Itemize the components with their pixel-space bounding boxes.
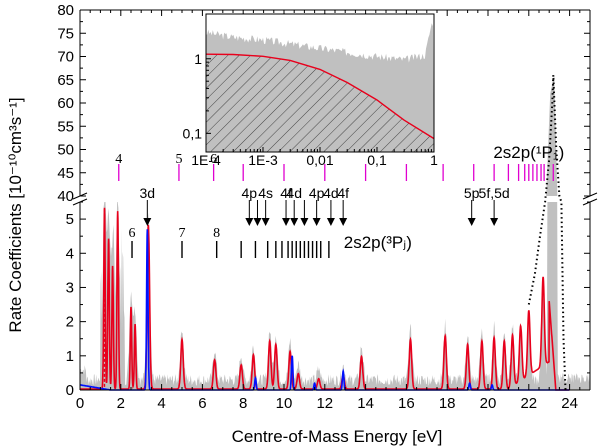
x-tick-label: 24: [561, 395, 578, 412]
arrow-head: [490, 218, 499, 226]
arrow-label: 4d: [286, 185, 302, 201]
y-tick-label: 3: [66, 279, 74, 296]
experiment-fill: [80, 202, 590, 390]
y-tick-label: 1: [66, 348, 74, 365]
series-1p-label: 5: [175, 152, 182, 167]
inset-x-tick-label: 1: [430, 152, 438, 168]
arrow-head: [282, 218, 291, 226]
arrow-label: 5f,5d: [479, 185, 510, 201]
series-1p-label: 4: [115, 152, 122, 167]
rr-dotted-curve: [527, 75, 567, 391]
series-3p-name: 2s2p(³Pⱼ): [344, 233, 412, 252]
inset-plot: 1E-4 1E-3 0,01 0,1 1 1 0,1: [183, 13, 438, 168]
y-tick-label: 5: [66, 211, 74, 228]
x-tick-label: 6: [198, 395, 206, 412]
inset-hatched-area: [206, 54, 434, 153]
arrow-label: 4p: [242, 185, 258, 201]
x-tick-label: 22: [520, 395, 537, 412]
y-tick-label: 40: [57, 188, 74, 205]
x-tick-label: 4: [157, 395, 165, 412]
inset-x-tick-label: 0,1: [367, 152, 387, 168]
x-tick-label: 20: [480, 395, 497, 412]
x-tick-label: 0: [76, 395, 84, 412]
series-3p-label: 7: [179, 226, 186, 241]
arrow-head: [312, 218, 321, 226]
y-tick-label: 4: [66, 245, 74, 262]
arrow-label: 4f: [280, 185, 292, 201]
x-tick-label: 12: [316, 395, 333, 412]
y-tick-label: 65: [57, 72, 74, 89]
inset-x-tick-label: 1E-4: [191, 152, 221, 168]
x-tick-label: 2: [117, 395, 125, 412]
x-axis-label: Centre-of-Mass Energy [eV]: [232, 427, 443, 446]
y-tick-label: 55: [57, 118, 74, 135]
series-3p-label: 8: [213, 226, 220, 241]
arrow-label: 5p: [464, 185, 480, 201]
arrow-head: [300, 218, 309, 226]
arrow-head: [253, 218, 262, 226]
x-tick-label: 16: [398, 395, 415, 412]
theory-series: [80, 207, 570, 391]
y-tick-label: 45: [57, 165, 74, 182]
x-tick-label: 8: [239, 395, 247, 412]
y-tick-label: 70: [57, 49, 74, 66]
y-tick-label: 50: [57, 142, 74, 159]
x-tick-label: 14: [357, 395, 374, 412]
series-3p-label: 6: [129, 226, 136, 241]
x-tick-label: 10: [276, 395, 293, 412]
inset-x-tick-label: 1E-3: [248, 152, 278, 168]
arrow-head: [339, 218, 348, 226]
arrow-label: 4p: [309, 185, 325, 201]
arrow-label: 4s: [258, 185, 273, 201]
inset-y-tick-label: 0,1: [183, 125, 203, 141]
y-axis-label: Rate Coefficients [10⁻¹⁰cm³s⁻¹]: [6, 97, 25, 332]
arrow-head: [245, 218, 254, 226]
y-tick-label: 80: [57, 2, 74, 19]
inset-theory-curve: [205, 53, 435, 140]
arrow-label: 3d: [140, 185, 156, 201]
arrow-head: [290, 218, 299, 226]
rr-dotted-series: [527, 75, 567, 391]
arrow-label: 4d: [323, 185, 339, 201]
arrow-head: [467, 218, 476, 226]
series-1p-name: 2s2p(¹P₁): [493, 143, 564, 162]
y-tick-label: 0: [66, 382, 74, 399]
arrow-head: [261, 218, 270, 226]
y-tick-label: 2: [66, 314, 74, 331]
series-1p-label: 6: [210, 152, 217, 167]
inset-x-tick-label: 0,01: [306, 152, 333, 168]
arrow-head: [143, 218, 152, 226]
inset-y-tick-label: 1: [194, 51, 202, 67]
y-tick-label: 75: [57, 25, 74, 42]
theory-curve: [80, 207, 570, 391]
axis-ticks: 0 2 4 6 8 10 12 14 16 18 20 22 240123454045505560657…: [57, 2, 591, 412]
arrow-label: 4f: [337, 185, 349, 201]
x-tick-label: 18: [439, 395, 456, 412]
arrow-head: [326, 218, 335, 226]
y-tick-label: 60: [57, 95, 74, 112]
